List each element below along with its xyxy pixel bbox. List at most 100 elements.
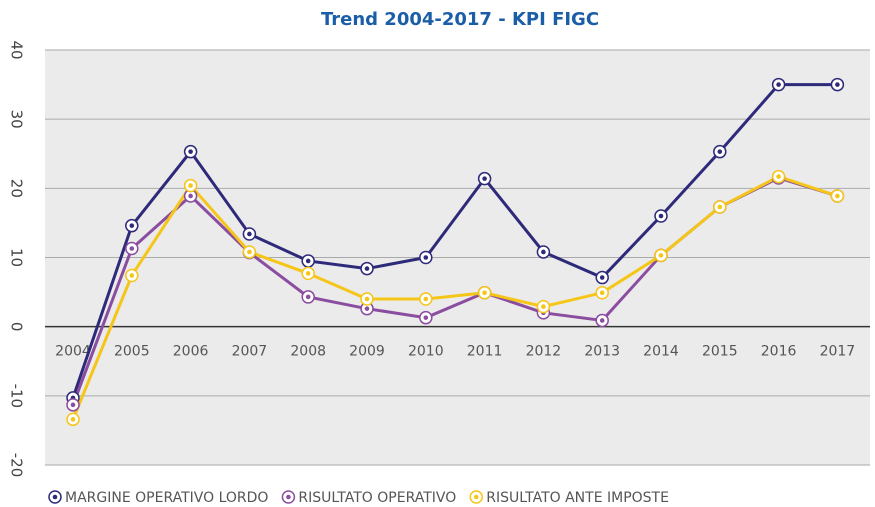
marker-dot <box>129 246 135 251</box>
x-tick-label: 2006 <box>173 344 209 360</box>
marker-dot <box>541 249 546 255</box>
marker <box>419 310 433 325</box>
marker-dot <box>423 315 429 320</box>
marker <box>595 313 609 328</box>
marker-dot <box>70 402 76 408</box>
marker-dot <box>364 306 370 311</box>
legend-label: RISULTATO ANTE IMPOSTE <box>486 490 669 506</box>
marker <box>771 77 786 92</box>
marker-dot <box>305 271 311 276</box>
marker <box>301 266 315 281</box>
marker <box>830 77 845 92</box>
marker <box>713 144 727 159</box>
x-tick-label: 2005 <box>114 344 150 360</box>
y-tick-label: 20 <box>8 179 26 198</box>
marker <box>536 245 551 259</box>
marker <box>125 241 139 256</box>
marker <box>654 209 668 223</box>
marker <box>183 144 198 159</box>
marker <box>771 169 786 184</box>
legend-marker <box>48 490 62 504</box>
marker-dot <box>305 258 311 264</box>
marker-dot <box>482 290 487 296</box>
x-tick-label: 2016 <box>761 344 797 360</box>
marker-dot <box>717 149 723 154</box>
marker-dot <box>658 253 664 258</box>
marker <box>536 299 551 314</box>
marker-dot <box>188 193 193 199</box>
legend-label: MARGINE OPERATIVO LORDO <box>65 490 268 506</box>
marker-dot <box>364 266 370 271</box>
marker <box>713 200 727 214</box>
x-tick-label: 2017 <box>820 344 856 360</box>
marker <box>830 189 845 203</box>
x-tick-label: 2015 <box>702 344 738 360</box>
x-tick-label: 2008 <box>290 344 326 360</box>
marker-dot <box>776 82 781 87</box>
marker <box>595 286 609 300</box>
y-tick-label: 0 <box>8 322 26 332</box>
x-tick-label: 2014 <box>643 344 679 360</box>
marker-dot <box>423 296 429 302</box>
marker <box>242 227 257 241</box>
marker-dot <box>364 296 370 302</box>
legend-marker <box>281 490 296 504</box>
marker-dot <box>599 275 605 280</box>
marker-dot <box>247 231 252 237</box>
chart-title: Trend 2004-2017 - KPI FIGC <box>321 9 599 30</box>
marker <box>654 248 668 263</box>
marker-dot <box>658 213 664 219</box>
marker <box>360 292 374 306</box>
marker <box>595 270 609 285</box>
marker <box>125 218 139 233</box>
marker <box>66 398 80 412</box>
marker-dot <box>473 494 479 500</box>
marker-dot <box>129 273 135 278</box>
marker-dot <box>835 82 840 87</box>
marker-dot <box>835 193 840 199</box>
y-tick-label: -20 <box>8 453 26 478</box>
y-tick-label: 40 <box>8 40 26 59</box>
marker <box>301 290 315 304</box>
marker-dot <box>70 417 76 422</box>
marker-dot <box>188 183 193 188</box>
y-tick-label: 10 <box>8 248 26 267</box>
marker-dot <box>776 174 781 179</box>
marker-dot <box>482 176 487 181</box>
y-tick-label: 30 <box>8 110 26 129</box>
marker-dot <box>52 494 58 500</box>
x-tick-label: 2004 <box>55 344 91 360</box>
marker <box>242 245 257 259</box>
x-tick-label: 2012 <box>526 344 562 360</box>
legend-marker <box>469 490 483 504</box>
marker-dot <box>599 318 605 323</box>
marker-dot <box>541 304 546 309</box>
marker <box>360 261 374 276</box>
marker <box>419 250 433 265</box>
marker-dot <box>423 255 429 260</box>
series-line <box>71 174 838 420</box>
marker <box>66 412 80 427</box>
x-tick-label: 2010 <box>408 344 444 360</box>
x-tick-label: 2007 <box>232 344 268 360</box>
marker <box>301 254 315 268</box>
marker-dot <box>286 494 291 500</box>
x-tick-label: 2011 <box>467 344 503 360</box>
marker-dot <box>188 149 193 154</box>
marker <box>183 178 198 193</box>
legend-label: RISULTATO OPERATIVO <box>298 490 456 506</box>
marker <box>125 268 139 283</box>
series-line <box>71 83 838 399</box>
x-tick-label: 2013 <box>584 344 620 360</box>
marker-dot <box>599 290 605 296</box>
marker <box>477 171 492 186</box>
marker <box>419 292 433 306</box>
marker-dot <box>129 223 135 228</box>
x-tick-label: 2009 <box>349 344 385 360</box>
y-tick-label: -10 <box>8 384 26 409</box>
marker-dot <box>717 204 723 210</box>
marker-dot <box>305 294 311 300</box>
marker-dot <box>247 249 252 255</box>
marker <box>477 286 492 300</box>
